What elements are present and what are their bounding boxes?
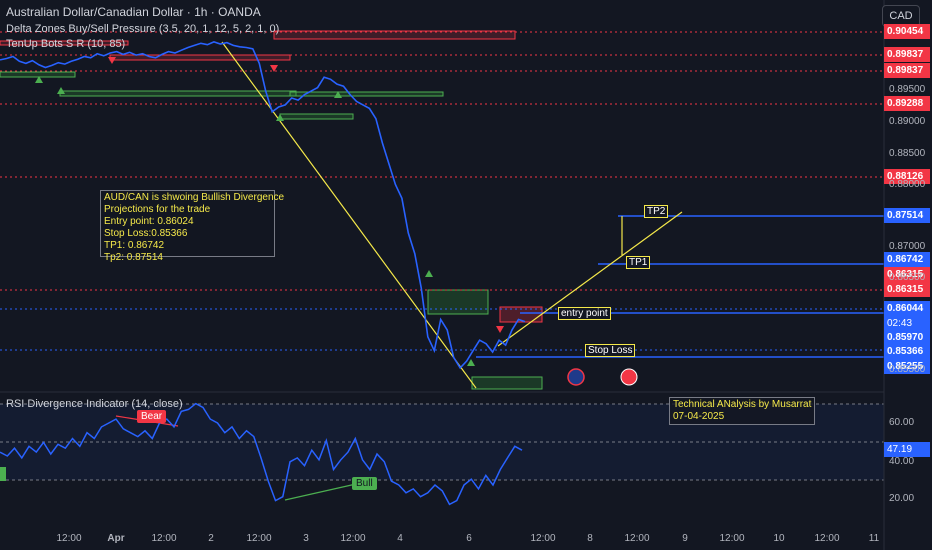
time-tick-label: 12:00 <box>719 533 745 544</box>
analysis-note: AUD/CAN is shwoing Bullish Divergence Pr… <box>100 190 284 263</box>
price-tick-label: 0.85500 <box>889 364 926 375</box>
entry-point-label: entry point <box>558 307 611 320</box>
author-note: Technical ANalysis by Musarrat 07-04-202… <box>669 397 816 425</box>
price-badge: 0.86742 <box>884 252 930 267</box>
price-badge: 0.90454 <box>884 24 930 39</box>
green-zone-4 <box>279 113 354 120</box>
bear-label: Bear <box>137 410 167 423</box>
rsi-tick-label: 60.00 <box>889 417 915 428</box>
bull-label: Bull <box>352 477 377 490</box>
zones-layer <box>0 30 543 390</box>
time-tick-label: 12:00 <box>340 533 366 544</box>
time-tick-label: 8 <box>587 533 593 544</box>
buy-arrow-icon <box>334 91 342 98</box>
countdown-badge: 02:43 <box>884 316 930 331</box>
price-series <box>0 41 526 370</box>
rsi-line <box>0 402 523 506</box>
time-tick-label: 12:00 <box>56 533 82 544</box>
buy-arrow-icon <box>467 359 475 366</box>
tp1-label: TP1 <box>626 256 651 269</box>
price-tick-label: 0.86500 <box>889 272 926 283</box>
price-badge: 0.86315 <box>884 282 930 297</box>
price-badge: 0.86315 <box>884 267 930 282</box>
projection-line <box>497 211 683 347</box>
green-zone-5 <box>427 289 489 315</box>
buy-arrow-icon <box>57 87 65 94</box>
time-tick-label: 10 <box>773 533 785 544</box>
price-badge: 0.89837 <box>884 47 930 62</box>
time-tick-label: Apr <box>107 533 125 544</box>
tp2-label: TP2 <box>644 205 669 218</box>
stop-loss-label: Stop Loss <box>585 344 636 357</box>
rsi-tick-label: 40.00 <box>889 456 915 467</box>
sell-arrow-icon <box>270 65 278 72</box>
price-badge: 0.85255 <box>884 359 930 374</box>
price-badge: 0.85970 <box>884 330 930 345</box>
rsi-tick-label: 20.00 <box>889 493 915 504</box>
time-tick-label: 12:00 <box>624 533 650 544</box>
sell-arrow-icon <box>108 57 116 64</box>
indicator-delta-zones[interactable]: Delta Zones Buy/Sell Pressure (3.5, 20, … <box>6 23 280 35</box>
price-tick-label: 0.88500 <box>889 148 926 159</box>
time-tick-label: 3 <box>303 533 309 544</box>
price-badge: 0.89837 <box>884 63 930 78</box>
price-badge: 0.86044 <box>884 301 930 316</box>
currency-button[interactable]: CAD <box>882 5 920 27</box>
time-tick-label: 9 <box>682 533 688 544</box>
price-tick-label: 0.89500 <box>889 84 926 95</box>
bull-divergence-line <box>284 483 357 501</box>
price-badge: 0.88126 <box>884 169 930 184</box>
event-flag-icon <box>620 368 638 386</box>
red-zone-top <box>273 30 516 40</box>
time-tick-label: 12:00 <box>246 533 272 544</box>
price-tick-label: 0.89000 <box>889 116 926 127</box>
buy-arrow-icon <box>425 270 433 277</box>
price-line <box>0 41 526 370</box>
price-tick-label: 0.88000 <box>889 179 926 190</box>
price-badge: 0.85366 <box>884 344 930 359</box>
price-badge: 0.89288 <box>884 96 930 111</box>
red-zone-3 <box>0 40 129 46</box>
time-tick-label: 4 <box>397 533 403 544</box>
time-tick-label: 12:00 <box>151 533 177 544</box>
buy-arrow-icon <box>276 114 284 121</box>
chart-title: Australian Dollar/Canadian Dollar · 1h ·… <box>6 5 261 19</box>
time-tick-label: 6 <box>466 533 472 544</box>
time-tick-label: 2 <box>208 533 214 544</box>
rsi-title[interactable]: RSI Divergence Indicator (14, close) <box>6 398 183 410</box>
sell-arrow-icon <box>496 326 504 333</box>
price-badge: 0.87514 <box>884 208 930 223</box>
price-tick-label: 0.87000 <box>889 241 926 252</box>
time-tick-label: 11 <box>868 533 880 544</box>
markers-layer <box>35 57 638 386</box>
time-tick-label: 12:00 <box>814 533 840 544</box>
buy-arrow-icon <box>35 76 43 83</box>
rsi-value-badge: 47.19 <box>884 442 930 457</box>
trend-down-line <box>221 41 477 389</box>
event-flag-icon <box>567 368 585 386</box>
green-zone-1 <box>0 71 76 78</box>
indicator-tenup-bots[interactable]: TenUp Bots S R (10, 85) <box>6 38 126 50</box>
green-zone-6 <box>471 376 543 390</box>
rsi-edge-label <box>0 467 6 481</box>
time-tick-label: 12:00 <box>530 533 556 544</box>
green-zone-3 <box>289 91 444 97</box>
red-zone-2 <box>109 54 291 61</box>
